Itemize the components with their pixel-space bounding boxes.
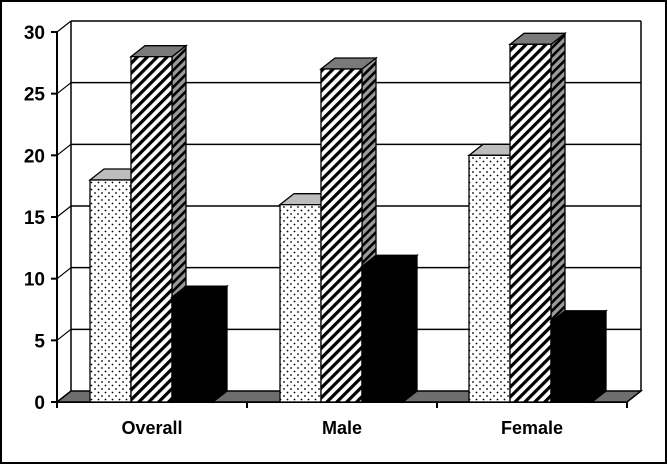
bar-overall-series-2: [129, 44, 188, 404]
bar-female-series-2: [508, 31, 567, 404]
bar-overall-series-3: [170, 284, 229, 404]
x-category-label: Overall: [121, 418, 182, 438]
y-tick-label: 20: [24, 146, 45, 167]
y-tick-labels: 0 5 10 15 20 25 30: [24, 23, 46, 414]
y-tick-label: 30: [24, 23, 45, 44]
y-tick-label: 10: [24, 270, 45, 291]
x-category-label: Male: [322, 418, 362, 438]
y-tick-label: 25: [24, 85, 46, 106]
y-tick-label: 0: [34, 393, 45, 414]
x-category-label: Female: [501, 418, 563, 438]
bar-female-series-3: [549, 309, 608, 404]
x-category-labels: Overall Male Female: [121, 418, 563, 438]
y-tick-label: 15: [24, 208, 46, 229]
bars: [88, 31, 608, 404]
bar-male-series-3: [360, 253, 419, 404]
y-tick-label: 5: [34, 331, 45, 352]
